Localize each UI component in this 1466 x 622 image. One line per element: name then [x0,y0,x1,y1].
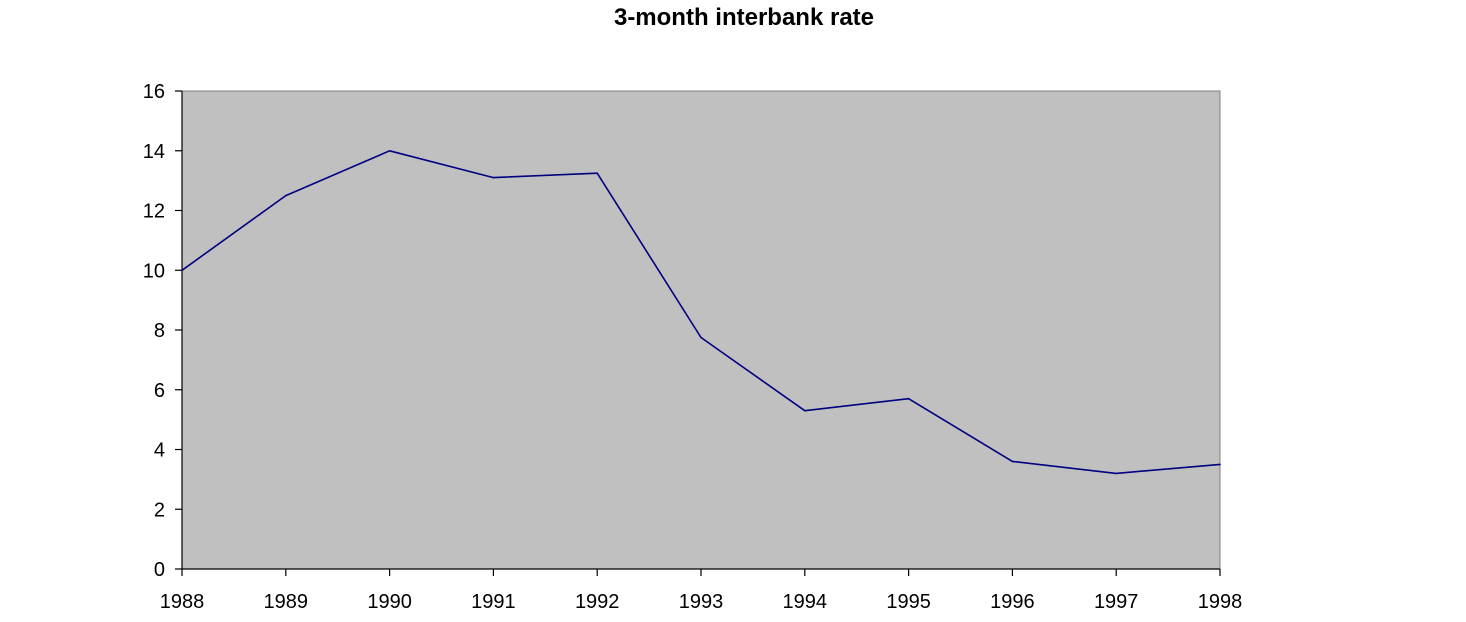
data-point [804,409,806,412]
y-tick-label: 16 [143,81,165,103]
chart-title: 3-month interbank rate [613,4,875,31]
y-axis: 0 2 4 6 8 10 12 14 16 [143,81,183,581]
x-tick-label: 1991 [471,591,516,613]
data-point [700,336,702,339]
y-tick-label: 4 [154,440,165,462]
x-axis: 1988 1989 1990 1991 1992 1993 1994 1995 1996 1997… [160,568,1243,613]
x-tick-label: 1990 [367,591,412,613]
data-point [1115,472,1117,475]
data-point [907,397,910,400]
data-point [492,176,495,179]
x-tick-label: 1989 [264,591,309,613]
y-tick-label: 12 [143,201,165,223]
x-tick-label: 1996 [990,591,1035,613]
y-tick-label: 0 [154,559,165,581]
data-point [388,149,391,152]
x-tick-label: 1995 [886,591,931,613]
data-point [1219,463,1221,466]
series-group [181,149,1221,475]
y-tick-label: 8 [154,320,165,342]
y-tick-label: 6 [154,380,165,402]
x-tick-label: 1994 [783,591,828,613]
data-point [285,194,287,197]
data-point [1011,460,1014,463]
x-tick-label: 1992 [575,591,620,613]
x-tick-label: 1997 [1094,591,1139,613]
data-point [596,172,598,174]
plot-area [181,90,1221,570]
y-tick-label: 14 [143,141,165,163]
data-point [181,269,183,272]
y-tick-label: 10 [143,260,165,282]
x-tick-label: 1998 [1198,591,1243,613]
y-tick-label: 2 [154,499,165,521]
x-tick-label: 1988 [160,591,205,613]
x-tick-label: 1993 [679,591,724,613]
